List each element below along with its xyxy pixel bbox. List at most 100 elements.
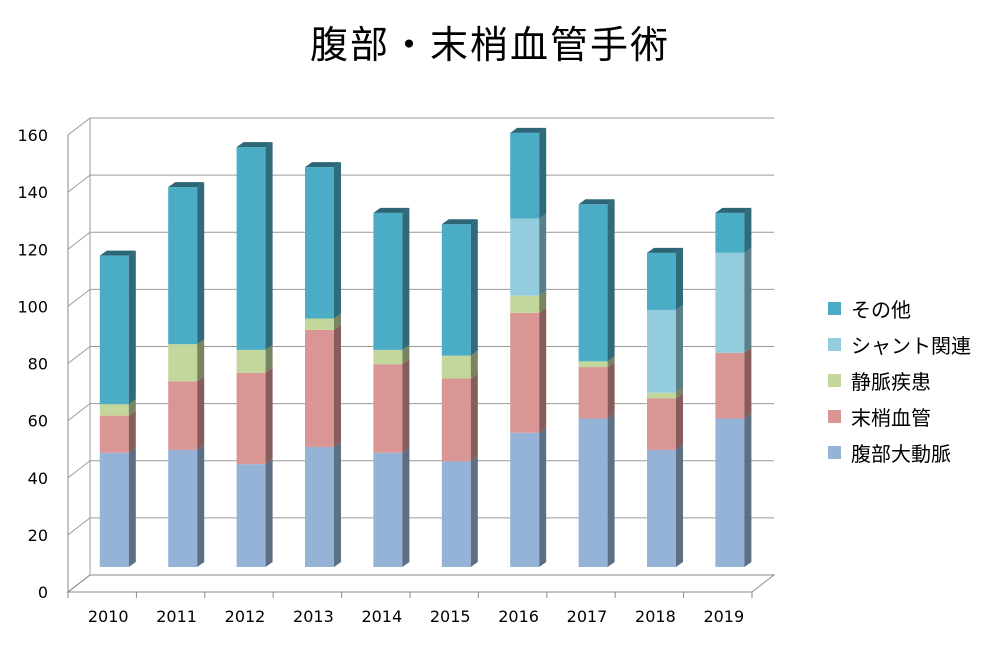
x-tick-label: 2012 — [225, 607, 266, 626]
x-tick-label: 2016 — [498, 607, 539, 626]
bar-segment — [647, 449, 676, 567]
bar-segment — [715, 212, 745, 253]
gridline-depth — [67, 346, 91, 364]
y-tick-label: 40 — [28, 469, 48, 488]
bar-segment-side — [197, 182, 205, 345]
bar-segment-side — [676, 247, 683, 310]
bar-segment — [441, 378, 471, 462]
bar-segment-side — [334, 313, 341, 330]
bar-segment — [441, 461, 471, 567]
bar-top — [373, 207, 410, 213]
gridline-depth — [67, 517, 91, 536]
gridline-depth — [67, 231, 91, 250]
bar-segment — [510, 432, 540, 567]
y-tick-label: 100 — [17, 297, 48, 316]
legend-item: シャント関連 — [828, 326, 971, 362]
bar-segment-side — [676, 304, 683, 393]
bar-segment-side — [128, 399, 136, 416]
bar-segment — [510, 295, 540, 313]
bar-segment-side — [334, 162, 341, 319]
bar-segment-side — [128, 447, 136, 567]
gridline-depth — [67, 288, 91, 307]
bar-top — [99, 250, 136, 256]
bar-segment-side — [676, 393, 683, 450]
bar-top — [715, 207, 752, 213]
bar-segment — [510, 132, 540, 219]
bar-segment-side — [128, 250, 136, 405]
bar-segment — [578, 367, 608, 419]
bar-segment — [99, 255, 129, 405]
bar-segment-side — [676, 387, 683, 399]
bar-segment — [168, 187, 198, 345]
bar-top — [236, 142, 273, 148]
bar-segment-side — [402, 344, 410, 365]
y-tick-label: 120 — [17, 240, 48, 259]
bar-segment-side — [607, 199, 615, 362]
bar-segment — [441, 224, 471, 356]
bar-segment-side — [265, 142, 273, 350]
bar-segment — [373, 364, 403, 453]
legend: その他シャント関連静脈疾患末梢血管腹部大動脈 — [828, 290, 971, 470]
bars — [99, 127, 752, 567]
legend-item: 静脈疾患 — [828, 362, 971, 398]
bar-segment — [510, 312, 540, 433]
legend-label: シャント関連 — [851, 333, 971, 358]
bar-segment — [99, 404, 129, 416]
bar-segment-side — [539, 307, 547, 433]
bar-segment — [305, 447, 334, 567]
bar-segment — [236, 349, 266, 373]
bar-segment — [305, 329, 334, 448]
bar-top — [441, 219, 478, 225]
bar-segment — [236, 464, 266, 567]
bar-segment-side — [470, 219, 478, 356]
x-tick-label: 2010 — [88, 607, 129, 626]
bar-segment-side — [607, 413, 615, 567]
bar-segment-side — [607, 362, 615, 419]
bar-segment-side — [265, 344, 273, 373]
bar-segment-side — [539, 290, 547, 313]
bar-segment — [647, 398, 676, 450]
bar-segment-side — [265, 459, 273, 567]
bar-top — [168, 182, 205, 188]
axes — [66, 118, 776, 598]
bar-segment — [168, 381, 198, 450]
bar-segment-side — [197, 444, 205, 567]
legend-swatch — [828, 409, 841, 423]
bar-top — [305, 162, 341, 168]
floor — [66, 574, 776, 593]
legend-item: 末梢血管 — [828, 398, 971, 434]
bar-segment-side — [402, 207, 410, 350]
x-tick-label: 2011 — [156, 607, 197, 626]
x-tick-label: 2014 — [361, 607, 402, 626]
bar-segment — [510, 218, 540, 296]
gridline-depth — [67, 174, 91, 193]
bar-segment-side — [744, 413, 752, 567]
bar-segment — [305, 167, 334, 319]
bar-segment — [715, 352, 745, 419]
legend-label: 腹部大動脈 — [851, 441, 951, 466]
bar-segment-side — [334, 442, 341, 567]
bar-segment — [647, 309, 676, 393]
bar-segment-side — [539, 213, 547, 296]
bar-segment-side — [197, 376, 205, 450]
bar-segment-side — [744, 247, 752, 353]
legend-item: その他 — [828, 290, 971, 326]
bar-segment — [441, 355, 471, 379]
x-tick-label: 2013 — [293, 607, 334, 626]
legend-label: 末梢血管 — [851, 405, 931, 430]
bar-segment — [578, 418, 608, 567]
bar-segment — [715, 252, 745, 353]
legend-swatch — [828, 337, 841, 351]
bar-segment — [647, 252, 676, 310]
bar-segment — [578, 204, 608, 362]
legend-swatch — [828, 445, 841, 459]
tick-labels: 0 20 40 60 80 100 120 140 160 2010 2011 2012 2013 201… — [17, 126, 744, 626]
bar-segment-side — [197, 339, 205, 382]
gridline-depth — [67, 460, 91, 479]
bar-segment — [99, 452, 129, 567]
bar-segment — [373, 349, 403, 365]
bar-segment — [168, 344, 198, 382]
legend-swatch — [828, 373, 841, 387]
bar-segment-side — [607, 356, 615, 368]
